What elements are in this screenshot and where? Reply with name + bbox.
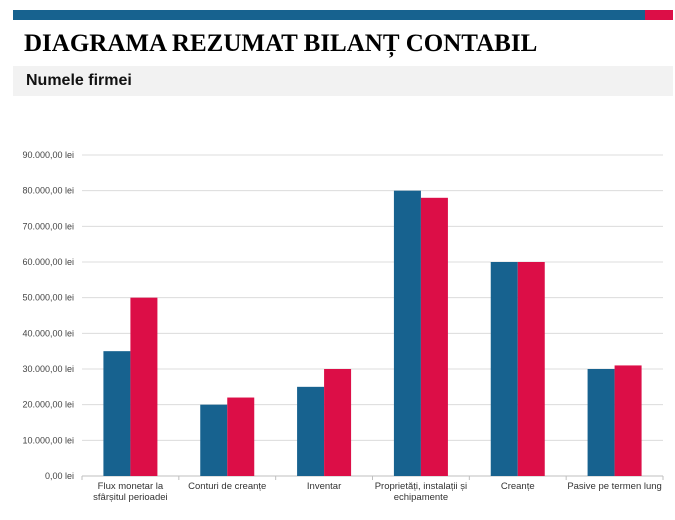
bar-series1 <box>587 369 615 476</box>
bar-series2 <box>227 397 255 476</box>
x-tick-label: Creanțe <box>501 481 535 492</box>
company-band: Numele firmei <box>13 66 673 96</box>
y-tick-label: 10.000,00 lei <box>22 435 74 445</box>
company-name: Numele firmei <box>26 72 132 89</box>
top-accent-red <box>645 10 673 20</box>
y-tick-label: 20.000,00 lei <box>22 400 74 410</box>
bar-series2 <box>420 197 448 477</box>
top-accent-blue <box>13 10 645 20</box>
y-tick-label: 50.000,00 lei <box>22 293 74 303</box>
bar-series2 <box>324 369 352 476</box>
y-tick-label: 60.000,00 lei <box>22 257 74 267</box>
y-tick-label: 90.000,00 lei <box>22 150 74 160</box>
bar-series1 <box>490 262 518 476</box>
y-tick-label: 30.000,00 lei <box>22 364 74 374</box>
y-tick-label: 0,00 lei <box>45 471 74 481</box>
bar-series2 <box>614 365 642 476</box>
bar-series1 <box>393 190 421 476</box>
bar-series1 <box>200 404 228 476</box>
x-tick-label: Conturi de creanțe <box>188 481 266 492</box>
x-tick-label: Flux monetar la sfârșitul perioadei <box>93 481 167 503</box>
page-title: DIAGRAMA REZUMAT BILANȚ CONTABIL <box>24 30 538 57</box>
bar-series2 <box>517 262 545 476</box>
y-tick-label: 40.000,00 lei <box>22 328 74 338</box>
x-tick-label: Pasive pe termen lung <box>567 481 662 492</box>
bar-series2 <box>130 297 158 476</box>
y-tick-label: 70.000,00 lei <box>22 221 74 231</box>
x-tick-label: Inventar <box>307 481 341 492</box>
x-tick-label: Proprietăți, instalații și echipamente <box>375 481 467 503</box>
bar-series1 <box>103 351 131 476</box>
bar-series1 <box>297 386 325 476</box>
y-tick-label: 80.000,00 lei <box>22 186 74 196</box>
top-accent-bar <box>13 10 673 20</box>
